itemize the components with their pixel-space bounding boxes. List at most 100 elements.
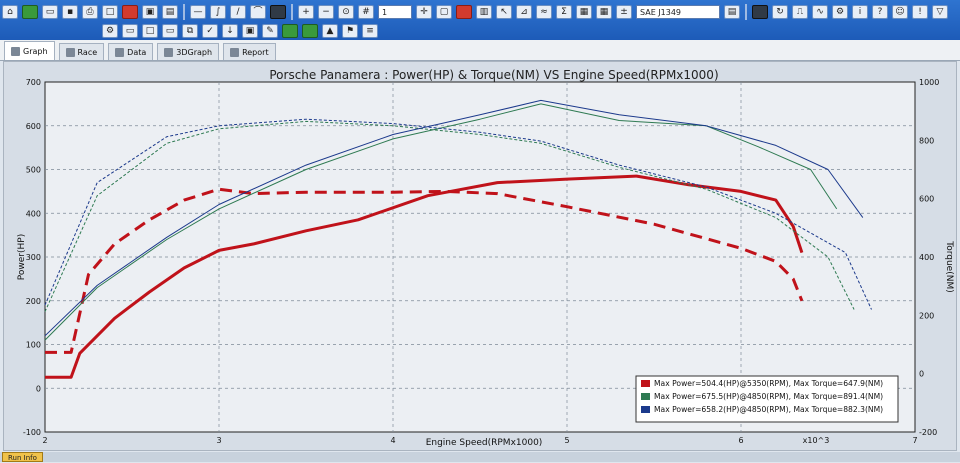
user-icon[interactable]: ☺ (892, 5, 908, 19)
frame-icon[interactable]: ▢ (436, 5, 452, 19)
zoom-fit-icon[interactable]: ⊙ (338, 5, 354, 19)
legend-swatch (641, 393, 650, 400)
rect-icon[interactable]: ▭ (122, 24, 138, 38)
standard-select[interactable]: SAE J1349 (636, 5, 720, 19)
cursor-icon[interactable]: ↖ (496, 5, 512, 19)
print-icon[interactable]: ⎙ (82, 5, 98, 19)
tab-report[interactable]: Report (223, 43, 276, 60)
y-left-tick-label: 300 (26, 253, 41, 262)
separator (183, 4, 185, 20)
smooth-icon[interactable]: ≈ (536, 5, 552, 19)
sensor-icon[interactable] (302, 24, 318, 38)
tab-3dgraph[interactable]: 3DGraph (157, 43, 220, 60)
plug-icon[interactable] (282, 24, 298, 38)
table-icon[interactable]: ▦ (596, 5, 612, 19)
series-lines (44, 99, 872, 379)
y-axis-right-label: Torque(NM) (944, 240, 954, 293)
arc-tool-icon[interactable]: ⌒ (250, 5, 266, 19)
gear-icon[interactable]: ⚙ (102, 24, 118, 38)
zoom-in-icon[interactable]: + (298, 5, 314, 19)
3d-graph-icon (164, 47, 174, 57)
tab-label: Data (127, 47, 147, 57)
sigma-icon[interactable]: Σ (556, 5, 572, 19)
slash-tool-icon[interactable]: / (230, 5, 246, 19)
window-icon[interactable]: □ (102, 5, 118, 19)
list-icon[interactable]: ≡ (362, 24, 378, 38)
x-tick-label: 4 (390, 436, 395, 445)
keyboard-icon[interactable]: ▤ (724, 5, 740, 19)
copy-icon[interactable]: ⧉ (182, 24, 198, 38)
globe-icon[interactable] (22, 5, 38, 19)
x-axis-multiplier: x10^3 (803, 436, 830, 445)
marker-icon[interactable]: ▲ (322, 24, 338, 38)
separator (745, 4, 747, 20)
filter-icon[interactable]: ▽ (932, 5, 948, 19)
run-info-tab[interactable]: Run Info (2, 452, 43, 462)
color-icon[interactable] (456, 5, 472, 19)
stop-icon[interactable] (122, 5, 138, 19)
y-right-tick-label: 800 (919, 136, 934, 145)
download-icon[interactable]: ↓ (222, 24, 238, 38)
y-left-tick-label: -100 (23, 428, 41, 437)
series-line-3 (44, 103, 838, 341)
warning-icon[interactable]: ! (912, 5, 928, 19)
save-icon[interactable]: ▪ (62, 5, 78, 19)
x-tick-label: 5 (564, 436, 569, 445)
data-table-icon (115, 47, 125, 57)
tab-label: Race (77, 47, 98, 57)
curve-tool-icon[interactable]: ∫ (210, 5, 226, 19)
graph-icon (11, 46, 20, 56)
flag-icon[interactable]: ⚑ (342, 24, 358, 38)
legend-box (635, 375, 899, 423)
y-right-tick-label: 400 (919, 253, 934, 262)
run-select[interactable]: 1 (378, 5, 412, 19)
crosshair-icon[interactable]: ✛ (416, 5, 432, 19)
wave-icon[interactable]: ∿ (812, 5, 828, 19)
toolbar: ⌂ ▭ ▪ ⎙ □ ▣ ▤ — ∫ / ⌒ + − ⊙ # 1 ✛ ▢ ▥ ↖ … (0, 0, 960, 40)
y-right-tick-label: -200 (919, 428, 937, 437)
x-tick-label: 2 (42, 436, 47, 445)
chart-icon[interactable]: ▤ (162, 5, 178, 19)
line-tool-icon[interactable]: — (190, 5, 206, 19)
home-icon[interactable]: ⌂ (2, 5, 18, 19)
grid-settings-icon[interactable]: # (358, 5, 374, 19)
chart-title: Porsche Panamera : Power(HP) & Torque(NM… (269, 68, 718, 82)
x-tick-label: 7 (912, 436, 917, 445)
refresh-icon[interactable]: ↻ (772, 5, 788, 19)
check-icon[interactable]: ✓ (202, 24, 218, 38)
tab-race[interactable]: Race (58, 43, 105, 60)
y-right-tick-label: 600 (919, 195, 934, 204)
bar-chart-icon[interactable]: ▥ (476, 5, 492, 19)
zoom-out-icon[interactable]: − (318, 5, 334, 19)
info-icon[interactable]: i (852, 5, 868, 19)
image-icon[interactable]: ▣ (242, 24, 258, 38)
layout-icon[interactable]: ▦ (576, 5, 592, 19)
y-axis-left-label: Power(HP) (17, 234, 27, 280)
measure-icon[interactable]: ⊿ (516, 5, 532, 19)
calc-icon[interactable]: ± (616, 5, 632, 19)
legend-entry: Max Power=658.2(HP)@4850(RPM), Max Torqu… (654, 405, 883, 414)
signal-icon[interactable]: ⎍ (792, 5, 808, 19)
y-left-tick-label: 600 (26, 122, 41, 131)
power-torque-chart: Porsche Panamera : Power(HP) & Torque(NM… (4, 62, 956, 450)
monitor-icon[interactable] (752, 5, 768, 19)
series-line-4 (44, 120, 855, 312)
tab-data[interactable]: Data (108, 43, 154, 60)
race-flag-icon (65, 47, 75, 57)
legend: Max Power=504.4(HP)@5350(RPM), Max Torqu… (635, 375, 899, 423)
shape-tool-icon[interactable] (270, 5, 286, 19)
y-left-tick-label: 700 (26, 78, 41, 87)
y-left-tick-label: 200 (26, 297, 41, 306)
open-folder-icon[interactable]: ▭ (42, 5, 58, 19)
picture-icon[interactable]: ▣ (142, 5, 158, 19)
grid (45, 82, 915, 432)
y-left-tick-label: 400 (26, 209, 41, 218)
folder-icon[interactable]: ▭ (162, 24, 178, 38)
help-icon[interactable]: ? (872, 5, 888, 19)
pen-icon[interactable]: ✎ (262, 24, 278, 38)
toolbar-row-1: ⌂ ▭ ▪ ⎙ □ ▣ ▤ — ∫ / ⌒ + − ⊙ # 1 ✛ ▢ ▥ ↖ … (0, 2, 960, 22)
window-small-icon[interactable]: □ (142, 24, 158, 38)
y-left-tick-label: 100 (26, 341, 41, 350)
tab-graph[interactable]: Graph (4, 41, 55, 60)
settings-icon[interactable]: ⚙ (832, 5, 848, 19)
